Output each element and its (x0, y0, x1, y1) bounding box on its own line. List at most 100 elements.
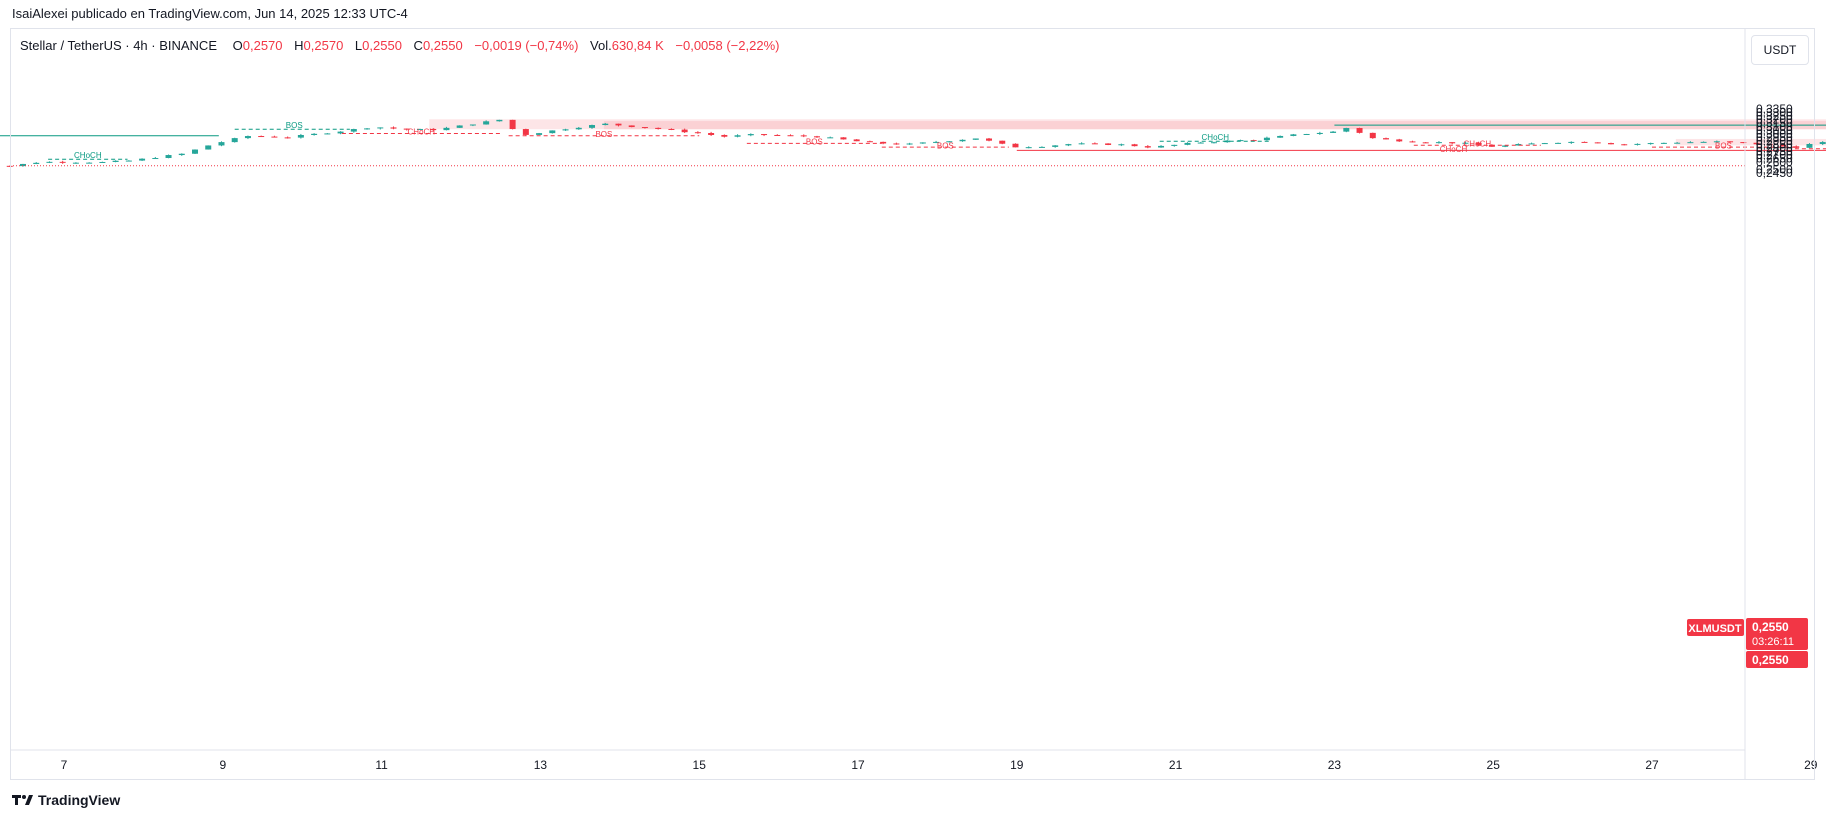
candle[interactable] (1343, 127, 1350, 132)
candle[interactable] (721, 134, 728, 137)
candle[interactable] (1316, 132, 1323, 134)
candle[interactable] (364, 128, 371, 130)
candle[interactable] (655, 127, 662, 129)
candle[interactable] (350, 129, 357, 132)
candle[interactable] (1700, 141, 1707, 143)
candle[interactable] (1158, 145, 1165, 148)
candle[interactable] (919, 142, 926, 144)
candle[interactable] (589, 125, 596, 128)
candle[interactable] (1250, 140, 1257, 142)
candle[interactable] (1607, 143, 1614, 145)
candle[interactable] (880, 141, 887, 144)
candle[interactable] (205, 145, 212, 150)
candle[interactable] (641, 127, 648, 129)
candle[interactable] (1144, 146, 1151, 148)
candle[interactable] (615, 123, 622, 126)
candle[interactable] (1555, 142, 1562, 144)
candle[interactable] (1078, 143, 1085, 145)
candle[interactable] (1634, 143, 1641, 145)
candle[interactable] (972, 138, 979, 140)
candle[interactable] (668, 128, 675, 130)
candle[interactable] (787, 135, 794, 137)
candle[interactable] (1435, 142, 1442, 144)
candle[interactable] (86, 162, 93, 164)
candle[interactable] (416, 128, 423, 130)
candle[interactable] (1621, 144, 1628, 146)
candle[interactable] (1171, 144, 1178, 146)
candle[interactable] (602, 123, 609, 126)
candle[interactable] (112, 160, 119, 162)
candle[interactable] (1528, 143, 1535, 145)
candle[interactable] (1581, 141, 1588, 143)
candle[interactable] (244, 136, 251, 139)
candle[interactable] (575, 127, 582, 130)
candle[interactable] (258, 136, 265, 138)
candle[interactable] (218, 142, 225, 146)
candle[interactable] (1197, 142, 1204, 144)
candle[interactable] (1237, 140, 1244, 142)
candle[interactable] (827, 137, 834, 139)
candle[interactable] (1012, 143, 1019, 148)
candle[interactable] (1290, 134, 1297, 136)
candle[interactable] (774, 134, 781, 136)
candle[interactable] (1647, 143, 1654, 145)
candle[interactable] (19, 163, 26, 167)
candle[interactable] (1753, 142, 1760, 145)
candle[interactable] (33, 162, 40, 164)
candle[interactable] (324, 133, 331, 135)
candle[interactable] (1224, 140, 1231, 143)
candle[interactable] (1462, 142, 1469, 144)
candle[interactable] (1766, 144, 1773, 146)
candle[interactable] (1091, 143, 1098, 145)
currency-button[interactable]: USDT (1751, 35, 1809, 65)
candle[interactable] (337, 131, 344, 134)
candle[interactable] (72, 162, 79, 164)
candle[interactable] (946, 141, 953, 143)
candle[interactable] (509, 119, 516, 130)
candle[interactable] (853, 139, 860, 142)
candle[interactable] (1488, 144, 1495, 147)
candle[interactable] (178, 153, 185, 156)
candle[interactable] (1541, 143, 1548, 145)
candle[interactable] (469, 124, 476, 126)
candle[interactable] (708, 133, 715, 135)
candle[interactable] (999, 140, 1006, 144)
candle[interactable] (522, 129, 529, 135)
candle[interactable] (933, 141, 940, 143)
candle[interactable] (1594, 142, 1601, 144)
candle[interactable] (231, 138, 238, 143)
candle[interactable] (681, 129, 688, 133)
candle[interactable] (483, 121, 490, 125)
price-chart[interactable]: BOSCHoCHCHoCHBOSBOSBOSCHoCHCHoCHBOSBOSCH… (0, 0, 1826, 780)
candle[interactable] (377, 127, 384, 129)
candle[interactable] (152, 158, 159, 160)
candle[interactable] (59, 161, 66, 163)
candle[interactable] (1263, 137, 1270, 141)
candle[interactable] (1210, 142, 1217, 144)
candle[interactable] (840, 137, 847, 140)
candle[interactable] (1105, 143, 1112, 145)
candle[interactable] (1819, 142, 1826, 144)
candle[interactable] (1184, 142, 1191, 145)
candle[interactable] (1065, 144, 1072, 146)
candle[interactable] (1740, 142, 1747, 144)
candle[interactable] (986, 138, 993, 141)
candle[interactable] (1780, 144, 1787, 147)
candle[interactable] (536, 133, 543, 135)
candle[interactable] (1568, 141, 1575, 143)
candle[interactable] (139, 158, 146, 161)
symbol-name[interactable]: Stellar / TetherUS · 4h · BINANCE (20, 38, 217, 53)
candle[interactable] (1502, 145, 1509, 147)
candle[interactable] (1356, 127, 1363, 133)
candle[interactable] (800, 135, 807, 137)
candle[interactable] (297, 134, 304, 138)
candle[interactable] (562, 129, 569, 131)
candle[interactable] (1131, 144, 1138, 147)
candle[interactable] (1052, 145, 1059, 147)
candle[interactable] (403, 128, 410, 130)
candle[interactable] (430, 128, 437, 131)
candle[interactable] (813, 136, 820, 138)
candle[interactable] (1806, 143, 1813, 148)
candle[interactable] (893, 143, 900, 145)
candle[interactable] (761, 134, 768, 136)
